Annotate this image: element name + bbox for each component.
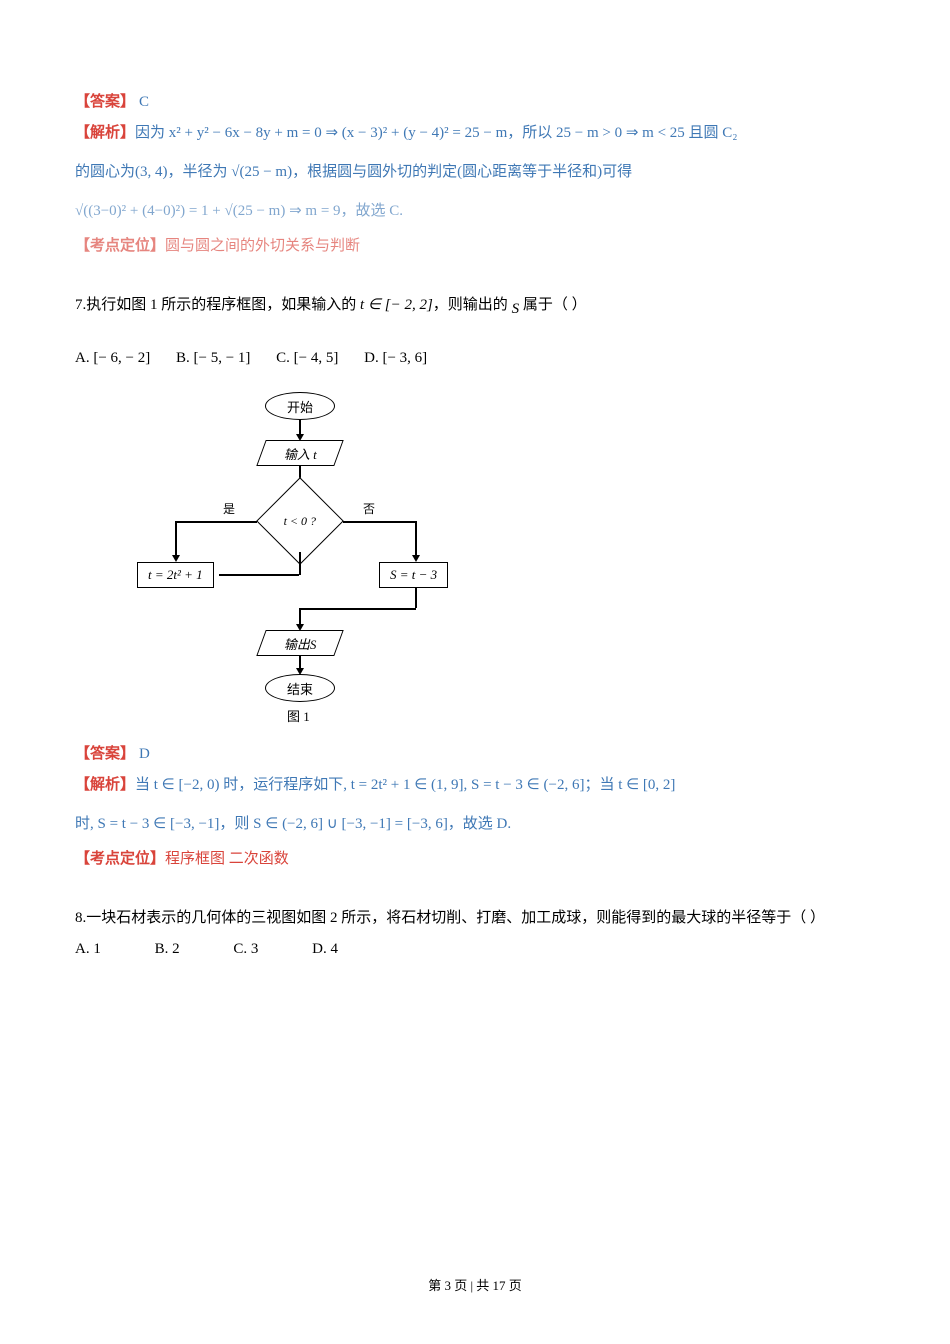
q-number: 8.: [75, 910, 86, 926]
topic-text: 程序框图 二次函数: [165, 851, 289, 867]
decision-text: t < 0 ?: [284, 514, 316, 529]
sol-text: 因为: [135, 125, 169, 141]
flow-left-box: t = 2t² + 1: [137, 562, 214, 588]
option-b: B. 2: [155, 941, 180, 957]
flow-input: 输入 t: [256, 440, 343, 466]
arrow: [415, 521, 417, 557]
q-text: 属于（ ）: [519, 297, 587, 313]
option-a: A. [− 6, − 2]: [75, 350, 150, 366]
arrow: [175, 521, 257, 523]
sol-text: 当 t ∈ [−2, 0) 时，运行程序如下, t = 2t² + 1 ∈ (1…: [135, 777, 675, 793]
sol-text: 的圆心为(3, 4)，半径为 √(25 − m)，根据圆与圆外切的判定(圆心距离…: [75, 164, 632, 180]
arrow: [299, 608, 416, 610]
option-b: B. [− 5, − 1]: [176, 350, 250, 366]
arrow: [175, 521, 177, 557]
output-text: 输出S: [284, 634, 317, 653]
answer-label: 【答案】: [75, 746, 135, 762]
answer-line: 【答案】D: [75, 742, 875, 763]
solution-line-2: 时, S = t − 3 ∈ [−3, −1]，则 S ∈ (−2, 6] ∪ …: [75, 808, 875, 841]
yes-label: 是: [223, 500, 235, 517]
question-7: 7.执行如图 1 所示的程序框图，如果输入的 t ∈ [− 2, 2]，则输出的…: [75, 290, 875, 320]
flowchart: 开始 输入 t t < 0 ? 是 否 t = 2t² + 1 S = t − …: [135, 392, 485, 722]
option-d: D. 4: [312, 941, 338, 957]
start-text: 开始: [287, 397, 313, 416]
no-label: 否: [363, 500, 375, 517]
arrow: [415, 588, 417, 608]
solution-line-2: 的圆心为(3, 4)，半径为 √(25 − m)，根据圆与圆外切的判定(圆心距离…: [75, 156, 875, 189]
q-text: ，则输出的: [433, 297, 512, 313]
answer-letter: C: [139, 94, 149, 110]
flow-right-box: S = t − 3: [379, 562, 448, 588]
option-c: C. [− 4, 5]: [276, 350, 338, 366]
arrow: [299, 552, 301, 575]
solution-line-1: 【解析】当 t ∈ [−2, 0) 时，运行程序如下, t = 2t² + 1 …: [75, 769, 875, 802]
flow-output: 输出S: [256, 630, 343, 656]
topic-line: 【考点定位】程序框图 二次函数: [75, 847, 875, 868]
solution-label: 【解析】: [75, 125, 135, 141]
arrow: [219, 574, 299, 576]
question-8-options: A. 1 B. 2 C. 3 D. 4: [75, 941, 875, 958]
sol-math: x² + y² − 6x − 8y + m = 0 ⇒ (x − 3)² + (…: [169, 125, 507, 141]
q-text: 执行如图 1 所示的程序框图，如果输入的: [86, 297, 360, 313]
topic-label: 【考点定位】: [75, 238, 165, 254]
flow-start: 开始: [265, 392, 335, 420]
question-8: 8.一块石材表示的几何体的三视图如图 2 所示，将石材切削、打磨、加工成球，则能…: [75, 903, 875, 933]
answer-label: 【答案】: [75, 94, 135, 110]
topic-line: 【考点定位】圆与圆之间的外切关系与判断: [75, 234, 875, 255]
solution-line-3: √((3−0)² + (4−0)²) = 1 + √(25 − m) ⇒ m =…: [75, 195, 875, 228]
sol-cond: 25 − m > 0 ⇒ m < 25 且圆 C₂: [556, 125, 738, 141]
question-7-options: A. [− 6, − 2] B. [− 5, − 1] C. [− 4, 5] …: [75, 350, 875, 367]
page-footer: 第 3 页 | 共 17 页: [0, 1275, 950, 1294]
sol-text: ，所以: [507, 125, 556, 141]
end-text: 结束: [287, 679, 313, 698]
answer-7-block: 【答案】D 【解析】当 t ∈ [−2, 0) 时，运行程序如下, t = 2t…: [75, 742, 875, 868]
option-d: D. [− 3, 6]: [364, 350, 427, 366]
solution-line-1: 【解析】因为 x² + y² − 6x − 8y + m = 0 ⇒ (x − …: [75, 117, 875, 150]
topic-label: 【考点定位】: [75, 851, 165, 867]
option-a: A. 1: [75, 941, 101, 957]
right-box-text: S = t − 3: [390, 567, 437, 582]
answer-line: 【答案】C: [75, 90, 875, 111]
sol-text: √((3−0)² + (4−0)²) = 1 + √(25 − m) ⇒ m =…: [75, 203, 403, 219]
q-var: t ∈ [− 2, 2]: [360, 297, 433, 313]
input-text: 输入 t: [284, 444, 317, 463]
answer-letter: D: [139, 746, 150, 762]
option-c: C. 3: [233, 941, 258, 957]
arrow-head-icon: [172, 555, 180, 562]
answer-6-block: 【答案】C 【解析】因为 x² + y² − 6x − 8y + m = 0 ⇒…: [75, 90, 875, 255]
topic-text: 圆与圆之间的外切关系与判断: [165, 238, 360, 254]
q-text: 一块石材表示的几何体的三视图如图 2 所示，将石材切削、打磨、加工成球，则能得到…: [86, 910, 825, 926]
arrow-head-icon: [412, 555, 420, 562]
q-var2: S: [512, 301, 520, 317]
left-box-text: t = 2t² + 1: [148, 567, 203, 582]
flow-caption: 图 1: [287, 706, 310, 725]
arrow: [343, 521, 415, 523]
flow-end: 结束: [265, 674, 335, 702]
solution-label: 【解析】: [75, 777, 135, 793]
q-number: 7.: [75, 297, 86, 313]
sol-text: 时, S = t − 3 ∈ [−3, −1]，则 S ∈ (−2, 6] ∪ …: [75, 816, 511, 832]
